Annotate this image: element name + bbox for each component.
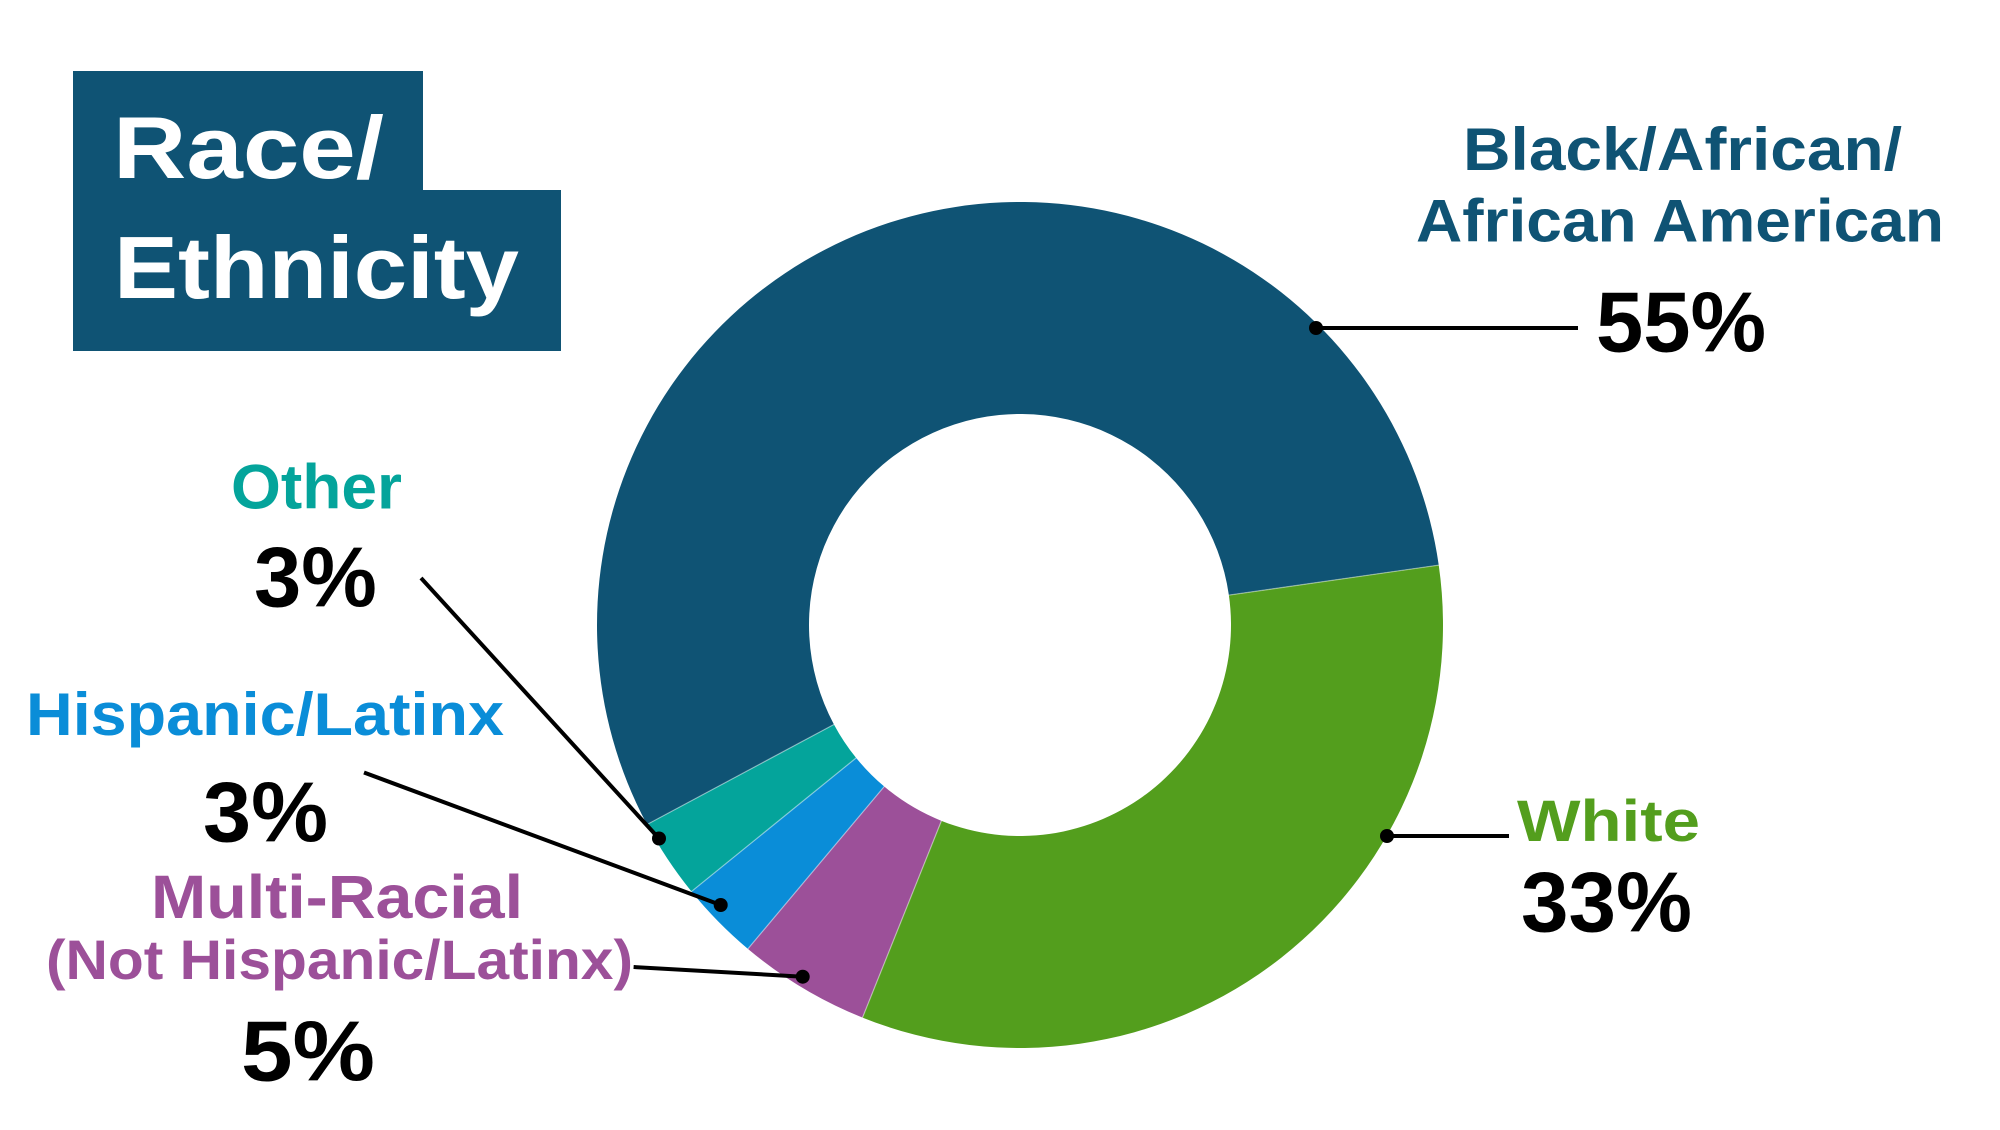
svg-text:3%: 3%	[254, 531, 377, 626]
svg-text:White: White	[1517, 789, 1700, 854]
svg-text:5%: 5%	[241, 1005, 375, 1100]
svg-text:Race/: Race/	[113, 98, 384, 197]
svg-text:3%: 3%	[203, 765, 328, 860]
svg-text:33%: 33%	[1521, 856, 1692, 951]
svg-text:Hispanic/Latinx: Hispanic/Latinx	[26, 681, 504, 748]
svg-text:Black/African/: Black/African/	[1463, 116, 1902, 183]
svg-text:(Not Hispanic/Latinx): (Not Hispanic/Latinx)	[46, 928, 633, 991]
svg-text:Ethnicity: Ethnicity	[114, 218, 519, 317]
svg-text:Other: Other	[231, 453, 402, 523]
svg-text:Multi-Racial: Multi-Racial	[151, 863, 523, 931]
svg-text:African American: African American	[1416, 188, 1944, 255]
svg-text:55%: 55%	[1596, 276, 1766, 371]
